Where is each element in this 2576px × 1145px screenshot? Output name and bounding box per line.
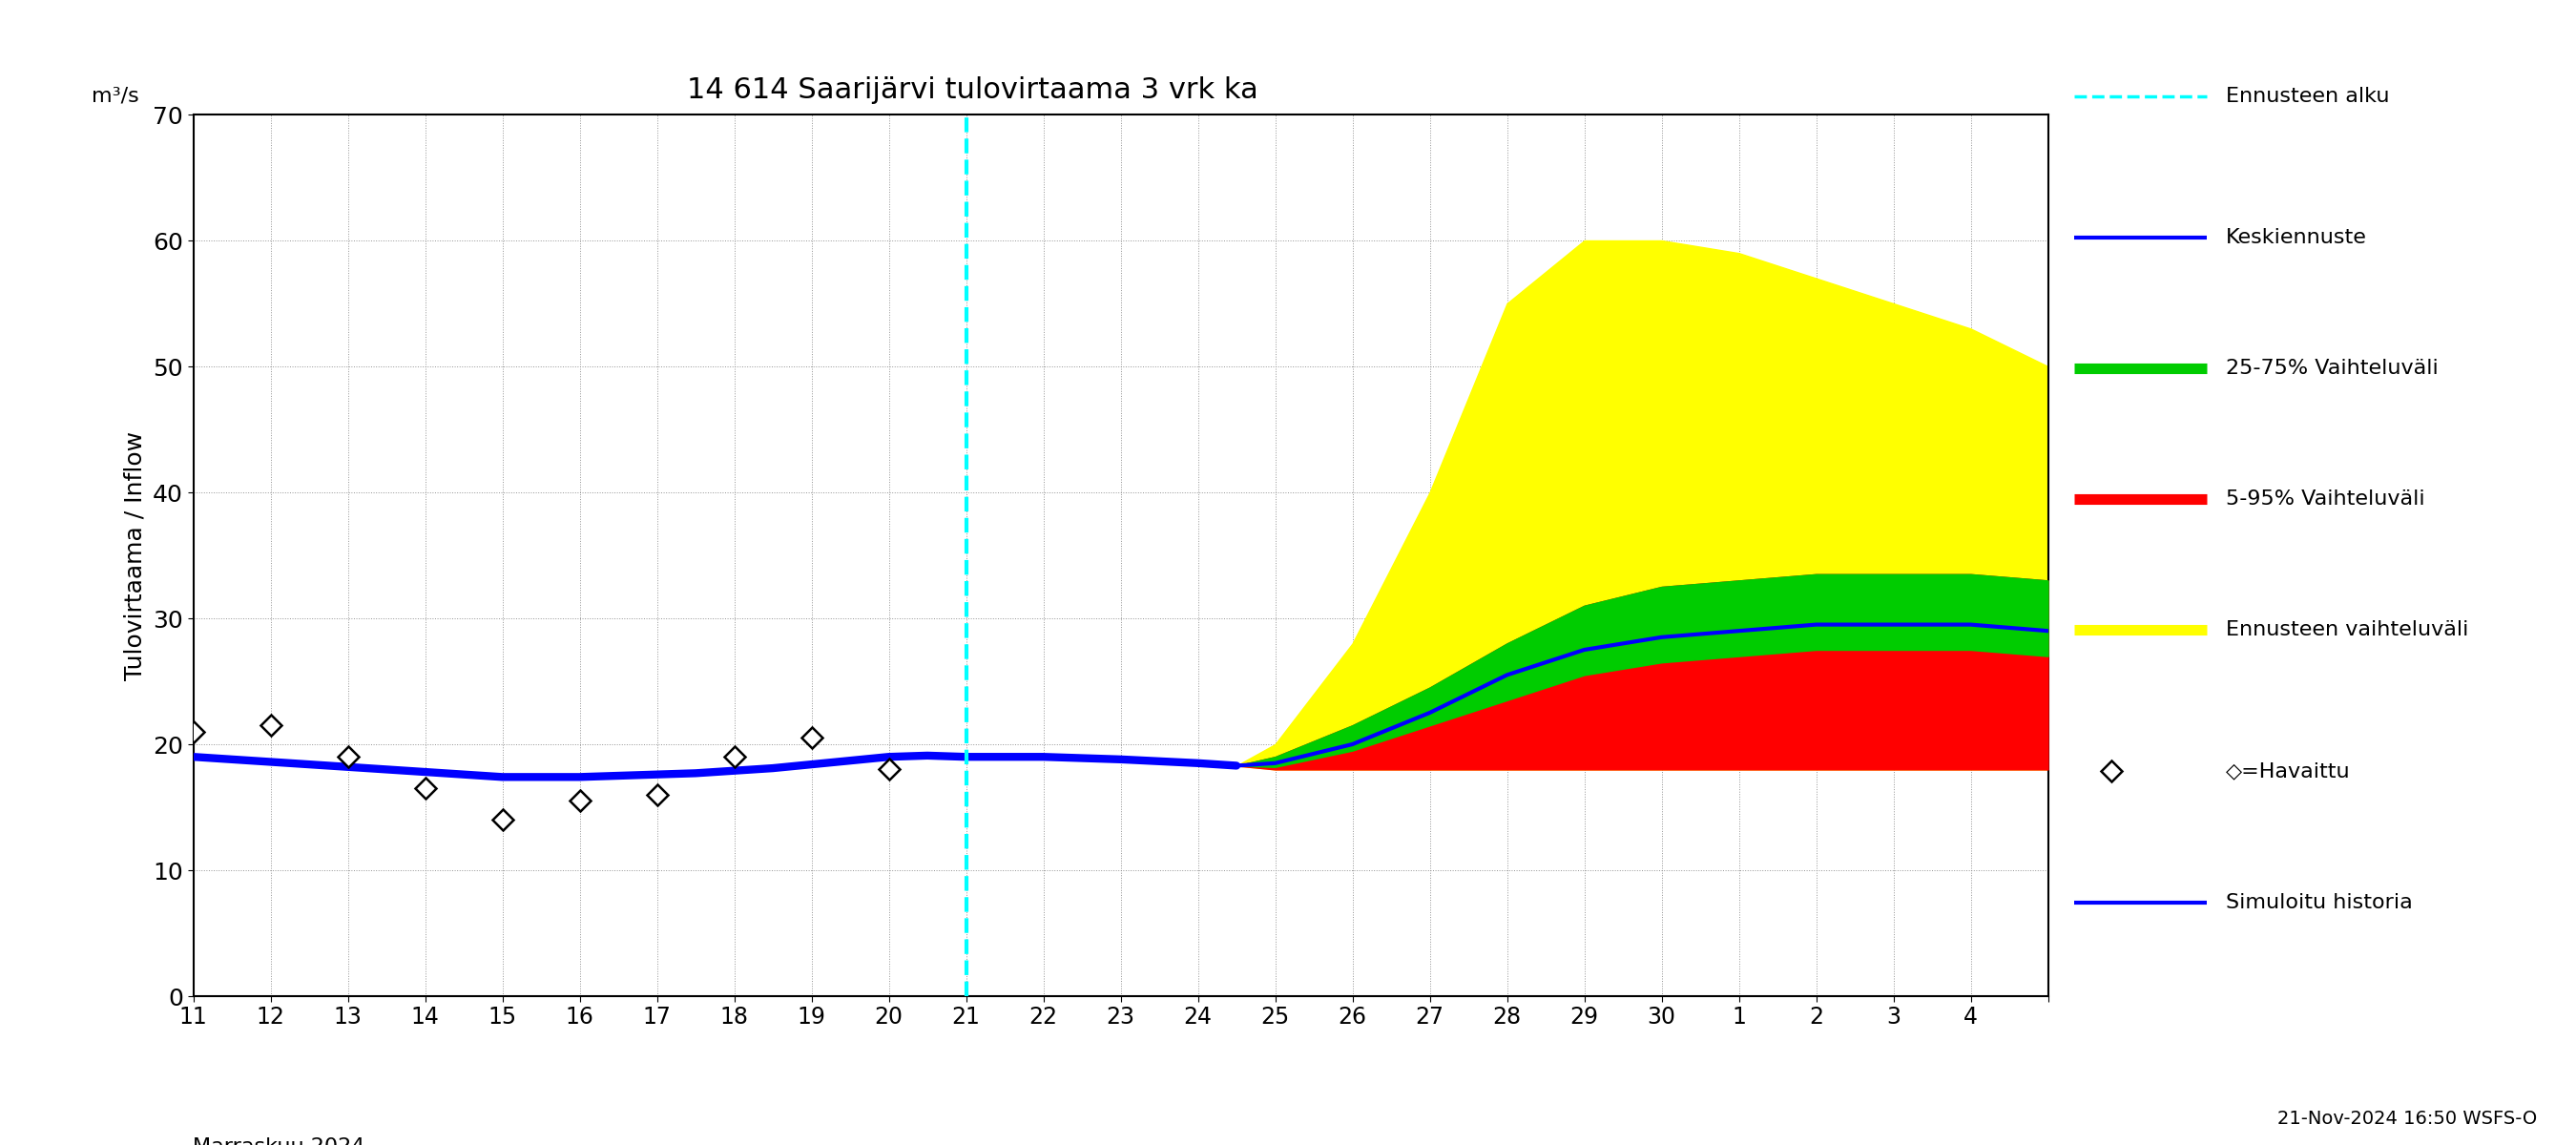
Text: Ennusteen vaihteluväli: Ennusteen vaihteluväli [2226, 621, 2468, 640]
Title: 14 614 Saarijärvi tulovirtaama 3 vrk ka: 14 614 Saarijärvi tulovirtaama 3 vrk ka [688, 77, 1257, 104]
Text: 5-95% Vaihteluväli: 5-95% Vaihteluväli [2226, 490, 2424, 508]
Text: 21-Nov-2024 16:50 WSFS-O: 21-Nov-2024 16:50 WSFS-O [2277, 1110, 2537, 1128]
Text: ◇=Havaittu: ◇=Havaittu [2226, 761, 2352, 781]
Text: Marraskuu 2024
November: Marraskuu 2024 November [193, 1137, 366, 1145]
Y-axis label: Tulovirtaama / Inflow: Tulovirtaama / Inflow [124, 431, 147, 680]
Text: Ennusteen alku: Ennusteen alku [2226, 87, 2391, 105]
Text: m³/s: m³/s [90, 87, 139, 105]
Text: 25-75% Vaihteluväli: 25-75% Vaihteluväli [2226, 358, 2439, 378]
Text: Keskiennuste: Keskiennuste [2226, 228, 2367, 247]
Text: Simuloitu historia: Simuloitu historia [2226, 893, 2414, 911]
